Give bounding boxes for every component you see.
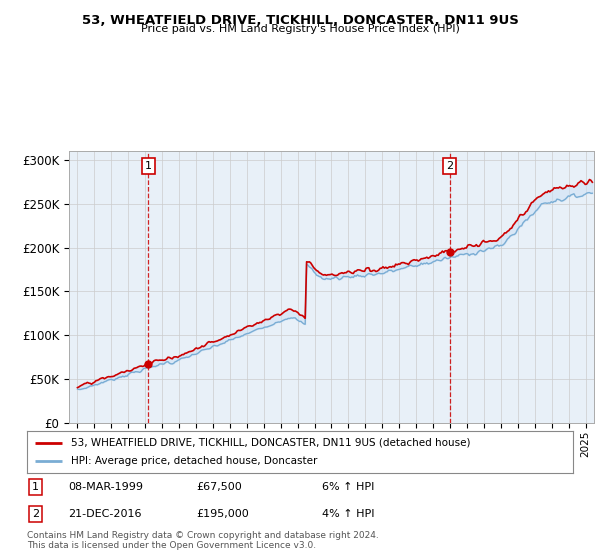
Text: Contains HM Land Registry data © Crown copyright and database right 2024.
This d: Contains HM Land Registry data © Crown c… — [27, 531, 379, 550]
Text: 21-DEC-2016: 21-DEC-2016 — [68, 509, 142, 519]
Text: 53, WHEATFIELD DRIVE, TICKHILL, DONCASTER, DN11 9US (detached house): 53, WHEATFIELD DRIVE, TICKHILL, DONCASTE… — [71, 438, 470, 448]
Text: 08-MAR-1999: 08-MAR-1999 — [68, 482, 143, 492]
Text: 2: 2 — [32, 509, 39, 519]
Text: 4% ↑ HPI: 4% ↑ HPI — [322, 509, 374, 519]
Text: £195,000: £195,000 — [196, 509, 249, 519]
Text: £67,500: £67,500 — [196, 482, 242, 492]
Text: HPI: Average price, detached house, Doncaster: HPI: Average price, detached house, Donc… — [71, 456, 317, 466]
Text: 53, WHEATFIELD DRIVE, TICKHILL, DONCASTER, DN11 9US: 53, WHEATFIELD DRIVE, TICKHILL, DONCASTE… — [82, 14, 518, 27]
Text: 1: 1 — [145, 161, 152, 171]
Text: 2: 2 — [446, 161, 453, 171]
Text: 1: 1 — [32, 482, 38, 492]
Text: Price paid vs. HM Land Registry's House Price Index (HPI): Price paid vs. HM Land Registry's House … — [140, 24, 460, 34]
Text: 6% ↑ HPI: 6% ↑ HPI — [322, 482, 374, 492]
